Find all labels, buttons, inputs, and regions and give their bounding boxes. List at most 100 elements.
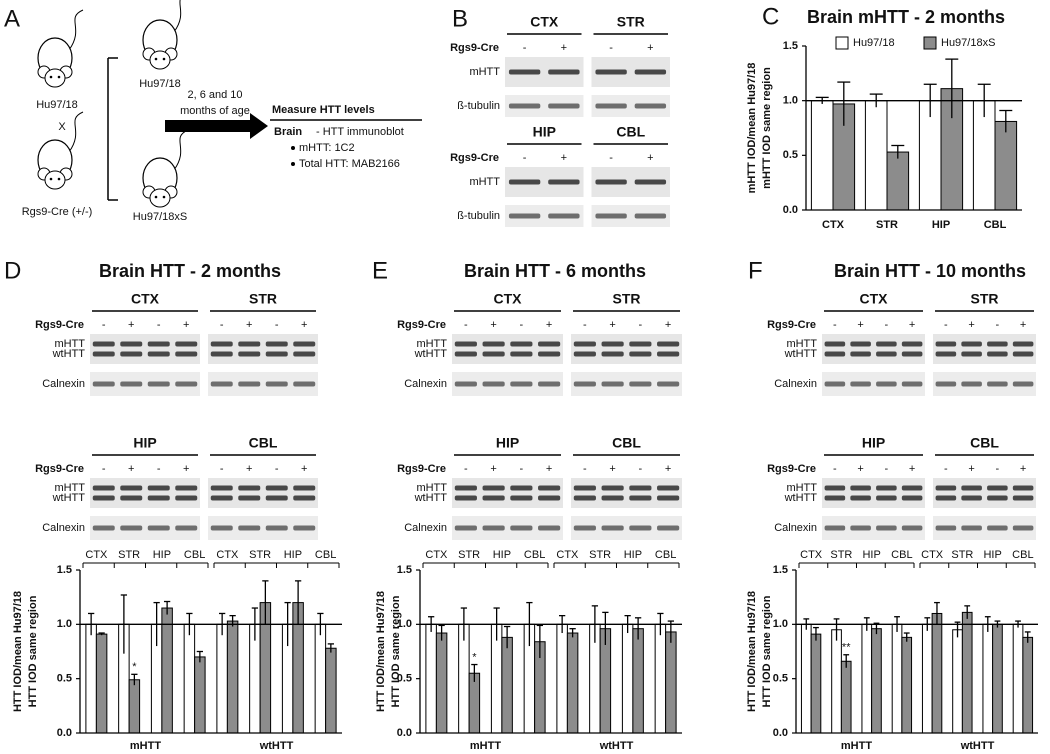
band-label: wtHTT — [52, 348, 86, 360]
lane-label: + — [857, 463, 863, 475]
antibody: Total HTT: MAB2166 — [299, 158, 400, 170]
y-axis-label: HTT IOD/mean Hu97/18 — [746, 591, 758, 712]
y-axis-label: HTT IOD/mean Hu97/18 — [12, 591, 24, 712]
group-label: mHTT — [841, 740, 872, 752]
genotype-label: Rgs9-Cre — [35, 319, 84, 331]
blot-band — [482, 341, 505, 347]
bar — [952, 629, 963, 734]
blot-band — [482, 381, 505, 387]
loading-label: ß-tubulin — [457, 210, 500, 222]
blot-band — [935, 381, 957, 387]
lane-label: - — [520, 319, 524, 331]
lane-label: + — [665, 463, 671, 475]
blot-band — [147, 525, 170, 531]
blot-band — [987, 341, 1008, 347]
y-tick-label: 1.5 — [783, 40, 798, 52]
lane-label: + — [968, 463, 974, 475]
bar — [128, 679, 141, 734]
band-label: wtHTT — [52, 492, 86, 504]
lane-label: + — [647, 152, 653, 164]
blot-band — [293, 485, 316, 491]
legend-swatch — [835, 36, 849, 50]
blot-band — [508, 213, 541, 219]
lane-label: + — [609, 319, 615, 331]
tissue: Brain — [274, 126, 302, 138]
blot-band — [824, 341, 846, 347]
blot-background — [90, 478, 200, 508]
lane-label: - — [639, 319, 643, 331]
blot-band — [901, 381, 923, 387]
blot-band — [265, 351, 288, 357]
bar — [800, 623, 812, 734]
y-tick-label: 1.0 — [57, 618, 72, 630]
blot-band — [901, 351, 923, 357]
bar — [665, 631, 677, 734]
blot-band — [210, 485, 233, 491]
blot-band — [595, 69, 627, 75]
blot-band — [573, 351, 596, 357]
blot-band — [935, 485, 957, 491]
region-label: CTX — [530, 14, 559, 30]
blot-band — [876, 525, 897, 531]
lane-label: + — [561, 152, 567, 164]
blot-band — [482, 351, 505, 357]
group-label: wtHTT — [259, 740, 294, 752]
group-label: wtHTT — [960, 740, 995, 752]
lane-label: - — [523, 152, 527, 164]
blot-band — [454, 341, 477, 347]
bar — [886, 151, 910, 211]
mouse-eye — [49, 75, 53, 79]
band-label: wtHTT — [414, 348, 448, 360]
bar — [931, 612, 943, 734]
blot-band — [92, 341, 115, 347]
bar — [861, 623, 873, 734]
region-label: CBL — [612, 435, 641, 451]
bar — [961, 611, 973, 734]
blot-band — [510, 341, 533, 347]
blot-band — [508, 69, 541, 75]
panel-letter: D — [4, 257, 21, 284]
blot-band — [824, 525, 846, 531]
lane-label: - — [583, 319, 587, 331]
loading-label: Calnexin — [42, 522, 85, 534]
significance-label: ** — [842, 642, 851, 654]
blot-band — [265, 495, 288, 501]
lane-label: - — [464, 319, 468, 331]
blot-band — [601, 381, 624, 387]
x-tick-label: CBL — [1012, 549, 1033, 561]
blot-band — [147, 485, 170, 491]
blot-band — [850, 341, 871, 347]
blot-band — [454, 525, 477, 531]
lane-label: - — [833, 463, 837, 475]
blot-band — [175, 485, 198, 491]
loading-label: ß-tubulin — [457, 100, 500, 112]
blot-band — [595, 103, 627, 109]
x-tick-label: HIP — [493, 549, 511, 561]
antibody: mHTT: 1C2 — [299, 142, 355, 154]
bar — [556, 623, 568, 734]
blot-band — [850, 485, 871, 491]
bar — [216, 623, 228, 734]
blot-band — [1012, 381, 1034, 387]
lane-label: - — [996, 319, 1000, 331]
bar — [994, 120, 1018, 211]
blot-band — [210, 351, 233, 357]
bar — [161, 607, 173, 734]
blot-band — [961, 525, 982, 531]
mouse-eye — [57, 177, 61, 181]
method: - HTT immunoblot — [316, 126, 404, 138]
region-label: HIP — [533, 124, 556, 140]
loading-label: Calnexin — [404, 522, 447, 534]
band-label: wtHTT — [784, 348, 818, 360]
y-tick-label: 1.0 — [397, 618, 412, 630]
blot-band — [510, 485, 533, 491]
blot-background — [822, 478, 925, 508]
x-tick-label: CTX — [921, 549, 944, 561]
blot-band — [573, 495, 596, 501]
blot-background — [571, 334, 682, 364]
bar — [921, 623, 933, 734]
blot-band — [293, 341, 316, 347]
genotype-label: Hu97/18 — [36, 99, 78, 111]
lane-label: + — [183, 319, 189, 331]
